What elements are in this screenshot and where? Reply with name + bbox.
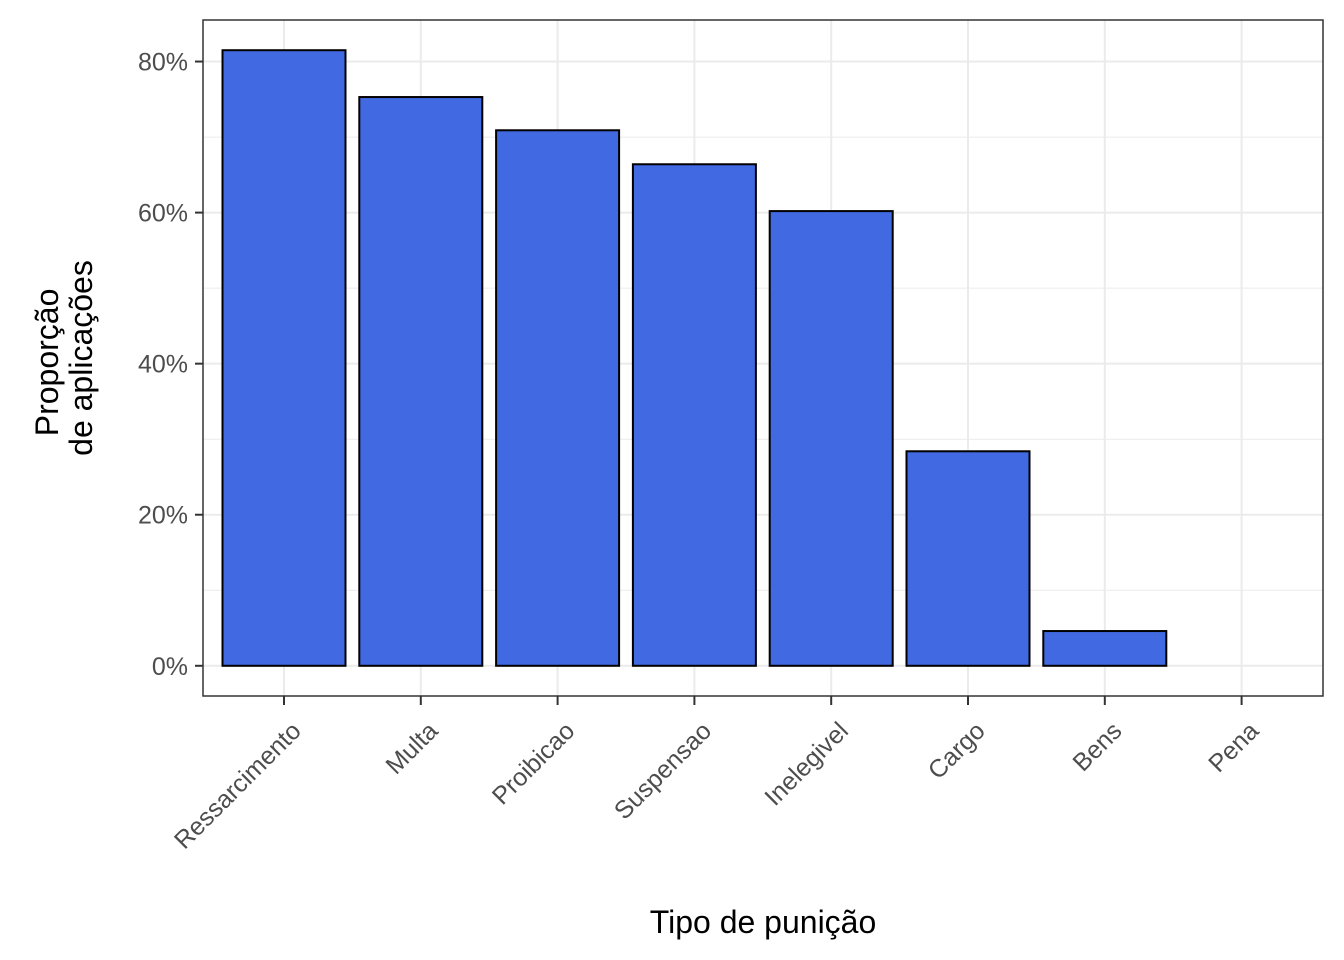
x-tick-label-pena: Pena [1203,717,1264,778]
y-tick-label: 40% [138,351,188,379]
y-axis-title-line-2: de aplicações [63,260,99,456]
bar-ressarcimento [221,49,347,667]
x-tick-label-multa: Multa [380,717,443,780]
x-tick-label-ressarcimento: Ressarcimento [169,717,307,855]
bar-proibicao [495,129,621,667]
bar-bens [1042,630,1168,667]
x-axis: Ressarcimento Multa Proibicao Suspensao Inel… [169,696,1264,855]
x-tick-label-bens: Bens [1067,717,1127,777]
y-axis-title-line-1: Proporção [29,289,65,437]
x-tick-label-inelegivel: Inelegivel [759,717,853,811]
x-tick-label-proibicao: Proibicao [487,717,581,811]
y-tick-label: 0% [152,653,188,681]
bar-suspensao [631,163,757,667]
x-tick-label-cargo: Cargo [923,717,991,785]
y-tick-label: 60% [138,200,188,228]
y-axis-title: Proporção de aplicações [29,260,99,456]
bar-multa [358,96,484,667]
x-tick-label-suspensao: Suspensao [609,717,717,825]
bar-cargo [905,450,1031,667]
y-tick-label: 80% [138,49,188,77]
bar-inelegivel [768,210,894,667]
x-axis-title: Tipo de punição [650,904,877,940]
bars [221,49,1168,667]
y-axis: 0% 20% 40% 60% 80% [138,49,203,681]
y-tick-label: 20% [138,502,188,530]
panel-border [202,19,1324,697]
